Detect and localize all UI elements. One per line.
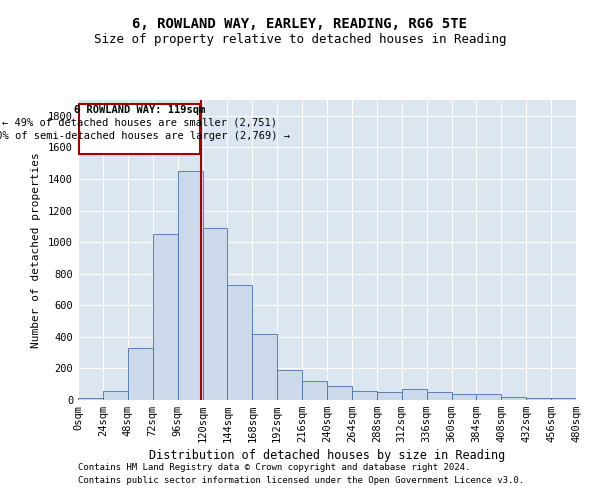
Bar	[227, 284, 253, 400]
Bar	[152, 234, 178, 400]
Bar	[352, 390, 377, 400]
Bar	[79, 104, 200, 154]
Bar	[277, 370, 302, 400]
Bar	[452, 394, 476, 400]
Bar	[128, 348, 153, 400]
Text: 50% of semi-detached houses are larger (2,769) →: 50% of semi-detached houses are larger (…	[0, 131, 290, 141]
Bar	[526, 398, 551, 400]
Bar	[427, 392, 452, 400]
Bar	[327, 386, 352, 400]
Text: 6 ROWLAND WAY: 119sqm: 6 ROWLAND WAY: 119sqm	[74, 105, 205, 115]
Bar	[551, 398, 576, 400]
Bar	[377, 392, 402, 400]
X-axis label: Distribution of detached houses by size in Reading: Distribution of detached houses by size …	[149, 450, 505, 462]
Bar	[402, 389, 427, 400]
Text: Contains public sector information licensed under the Open Government Licence v3: Contains public sector information licen…	[78, 476, 524, 485]
Bar	[302, 381, 327, 400]
Bar	[178, 171, 203, 400]
Text: Size of property relative to detached houses in Reading: Size of property relative to detached ho…	[94, 32, 506, 46]
Bar	[253, 334, 277, 400]
Bar	[103, 392, 128, 400]
Text: ← 49% of detached houses are smaller (2,751): ← 49% of detached houses are smaller (2,…	[2, 118, 277, 128]
Bar	[203, 228, 227, 400]
Y-axis label: Number of detached properties: Number of detached properties	[31, 152, 41, 348]
Bar	[476, 394, 502, 400]
Text: 6, ROWLAND WAY, EARLEY, READING, RG6 5TE: 6, ROWLAND WAY, EARLEY, READING, RG6 5TE	[133, 18, 467, 32]
Bar	[78, 398, 103, 400]
Text: Contains HM Land Registry data © Crown copyright and database right 2024.: Contains HM Land Registry data © Crown c…	[78, 464, 470, 472]
Bar	[502, 397, 526, 400]
